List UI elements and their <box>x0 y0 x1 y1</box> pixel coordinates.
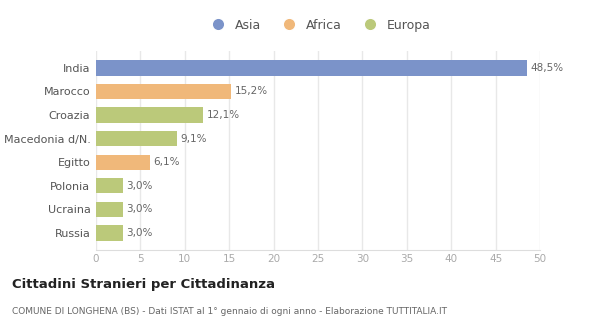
Bar <box>96 202 122 217</box>
Text: 3,0%: 3,0% <box>126 228 152 238</box>
Text: 3,0%: 3,0% <box>126 204 152 214</box>
Text: 15,2%: 15,2% <box>235 86 268 96</box>
Text: 48,5%: 48,5% <box>530 63 563 73</box>
Text: Cittadini Stranieri per Cittadinanza: Cittadini Stranieri per Cittadinanza <box>12 278 275 291</box>
Bar <box>96 225 122 241</box>
Bar <box>96 178 122 193</box>
Legend: Asia, Africa, Europa: Asia, Africa, Europa <box>200 14 436 37</box>
Bar <box>96 60 527 76</box>
Text: 9,1%: 9,1% <box>181 134 207 144</box>
Text: 3,0%: 3,0% <box>126 181 152 191</box>
Text: 6,1%: 6,1% <box>154 157 180 167</box>
Text: 12,1%: 12,1% <box>207 110 240 120</box>
Bar <box>96 131 177 146</box>
Bar <box>96 84 231 99</box>
Bar <box>96 108 203 123</box>
Text: COMUNE DI LONGHENA (BS) - Dati ISTAT al 1° gennaio di ogni anno - Elaborazione T: COMUNE DI LONGHENA (BS) - Dati ISTAT al … <box>12 307 447 316</box>
Bar <box>96 155 150 170</box>
